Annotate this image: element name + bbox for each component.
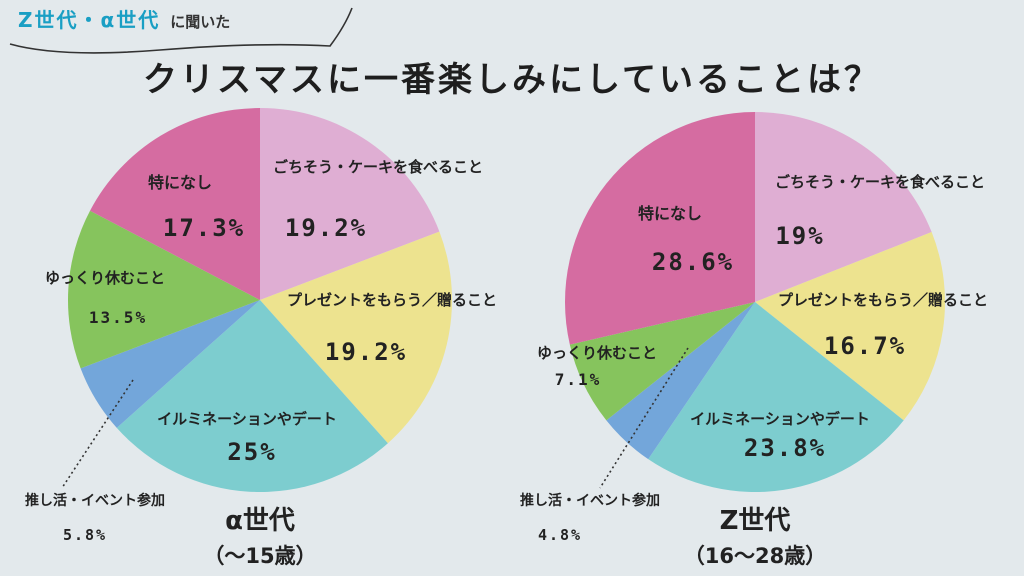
slice-label: 推し活・イベント参加 [520,492,660,509]
pie-slice [569,302,755,421]
slice-value-label: 19.2% [325,338,407,366]
main-title: クリスマスに一番楽しみにしていることは？ [143,60,881,100]
slice-value-label: 16.7% [824,332,906,360]
slice-label: ゆっくり休むこと [45,269,165,287]
slice-value-label: 19.2% [285,214,367,242]
pie-slice [68,210,260,369]
chart-subtitle-alpha: （〜15歳） [203,544,317,568]
slice-label: イルミネーションやデート [157,410,337,428]
slice-label: ごちそう・ケーキを食べること [775,173,985,191]
slice-label: 特になし [638,204,702,223]
slice-value-label: 17.3% [163,214,245,242]
pie-slice [565,112,755,345]
slice-value-label: 19% [775,222,824,250]
slice-value-label: 4.8% [538,526,582,544]
pie-slice [260,108,440,300]
leader-line [61,379,134,489]
slice-value-label: 23.8% [744,434,826,462]
chart-title-alpha: α世代 [225,506,295,536]
pie-slice [755,112,932,302]
pie-slice [260,231,452,444]
pie-slice [116,300,388,493]
slice-label: ごちそう・ケーキを食べること [273,158,483,176]
slice-value-label: 28.6% [652,248,734,276]
slice-value-label: 5.8% [63,526,107,544]
slice-value-label: 13.5% [89,308,147,327]
banner-text: に聞いた [170,13,231,31]
slice-label: プレゼントをもらう／贈ること [287,291,497,309]
slice-value-label: 7.1% [555,370,602,389]
chart-title-z: Z世代 [719,506,791,536]
pie-0: ごちそう・ケーキを食べること 19.2% プレゼントをもらう／贈ること 19.2% イル… [25,108,497,544]
slice-label: イルミネーションやデート [690,410,870,428]
pie-1: ごちそう・ケーキを食べること 19% プレゼントをもらう／贈ること 16.7% イルミネ… [520,112,988,544]
survey-banner: Z世代・α世代 に聞いた [18,4,230,38]
slice-value-label: 25% [227,438,276,466]
banner-highlight: Z世代・α世代 [18,8,161,32]
pie-slice [90,108,261,300]
pie-slice [755,232,946,421]
slice-label: ゆっくり休むこと [537,344,657,362]
slice-label: プレゼントをもらう／贈ること [778,291,988,309]
chart-subtitle-z: （16〜28歳） [683,544,827,568]
slice-label: 特になし [148,173,212,192]
pie-slice [606,302,755,460]
slice-label: 推し活・イベント参加 [25,492,165,509]
pie-slice [80,300,260,428]
pie-slice [648,302,904,492]
